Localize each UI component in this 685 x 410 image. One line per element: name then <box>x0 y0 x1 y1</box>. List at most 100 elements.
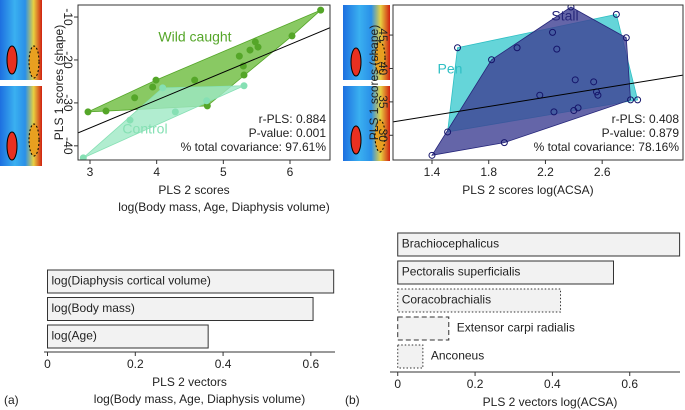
outline <box>28 123 40 157</box>
annotation: % total covariance: 78.16% <box>534 140 680 154</box>
point <box>149 83 157 91</box>
series-label: Control <box>122 121 167 137</box>
outline <box>6 45 18 75</box>
annotation: r-PLS: 0.408 <box>612 112 680 126</box>
x-tick-label: 0 <box>44 357 51 371</box>
point <box>102 107 110 115</box>
annotation: % total covariance: 97.61% <box>181 140 327 154</box>
x-tick-label: 1.8 <box>480 165 497 179</box>
point <box>627 96 635 104</box>
x-axis-label: PLS 2 scores log(ACSA) <box>462 183 593 197</box>
outline <box>350 125 362 155</box>
plot-area <box>393 5 683 159</box>
bar <box>397 316 450 341</box>
bar-label: Extensor carpi radialis <box>457 321 575 335</box>
point <box>444 128 452 136</box>
x-tick-label: 3 <box>87 165 94 179</box>
point <box>288 32 296 40</box>
x-tick-label: 1.4 <box>424 165 441 179</box>
outline <box>374 41 386 75</box>
point <box>570 107 578 115</box>
x-axis-label: PLS 2 vectors log(ACSA) <box>483 395 618 409</box>
panel-label: (a) <box>4 393 19 407</box>
bar <box>397 344 424 369</box>
point <box>251 38 259 46</box>
bar-label: Pectoralis superficialis <box>402 265 521 279</box>
point <box>126 116 134 124</box>
bar-label: log(Age) <box>52 329 97 343</box>
trend-line <box>393 74 683 123</box>
point <box>612 10 620 18</box>
point <box>152 76 160 84</box>
series-label: Pen <box>438 61 463 77</box>
x-tick-label: 0.2 <box>467 377 484 391</box>
x-tick-label: 6 <box>287 165 294 179</box>
point <box>634 96 642 104</box>
x-tick-label: 2.6 <box>594 165 611 179</box>
x-axis-label: log(Body mass, Age, Diaphysis volume) <box>118 200 329 214</box>
y-tick-label: -40 <box>61 137 75 155</box>
point <box>550 108 558 116</box>
point <box>553 45 561 53</box>
point <box>488 56 496 64</box>
bar-label: log(Diaphysis cortical volume) <box>52 274 211 288</box>
thumbnails <box>0 0 390 166</box>
x-tick-label: 5 <box>220 165 227 179</box>
point <box>571 76 579 84</box>
x-tick-label: 0.2 <box>127 357 144 371</box>
point <box>84 108 92 116</box>
x-tick-label: 2.2 <box>537 165 554 179</box>
outline <box>28 45 40 79</box>
bar <box>397 288 562 313</box>
point <box>240 82 248 90</box>
point <box>191 76 199 84</box>
bar <box>47 269 335 294</box>
x-tick-label: 0 <box>394 377 401 391</box>
y-tick-label: -30 <box>61 94 75 112</box>
bar-label: log(Body mass) <box>52 301 135 315</box>
bar-label: Brachiocephalicus <box>402 237 499 251</box>
point <box>317 6 325 14</box>
x-tick-label: 0.6 <box>621 377 638 391</box>
annotation: r-PLS: 0.884 <box>259 112 327 126</box>
point <box>594 91 602 99</box>
point <box>235 52 243 60</box>
point <box>513 44 521 52</box>
x-tick-label: 4 <box>153 165 160 179</box>
bar-label: Coracobrachialis <box>402 293 491 307</box>
bar <box>47 324 209 349</box>
y-tick-label: 35 <box>376 95 390 109</box>
point <box>428 151 436 159</box>
bar-label: Anconeus <box>431 349 484 363</box>
y-axis-label: PLS 1 scores (shape) <box>367 25 381 140</box>
point <box>79 154 87 160</box>
x-tick-label: 0.4 <box>544 377 561 391</box>
x-axis-label: log(Body mass, Age, Diaphysis volume) <box>94 392 305 406</box>
y-tick-label: 45 <box>376 28 390 42</box>
bar <box>397 260 614 285</box>
annotation: P-value: 0.001 <box>249 126 327 140</box>
y-tick-label: -10 <box>61 8 75 26</box>
plot-area <box>78 6 330 160</box>
point <box>171 108 179 116</box>
annotation: P-value: 0.879 <box>602 126 680 140</box>
point <box>203 97 211 105</box>
point <box>240 71 248 79</box>
trend-line <box>78 27 330 134</box>
bar <box>397 232 681 257</box>
series-label: Wild caught <box>158 29 231 45</box>
outline <box>350 47 362 77</box>
point <box>567 5 575 11</box>
hull <box>431 6 631 156</box>
point <box>590 78 598 86</box>
y-tick-label: 40 <box>376 62 390 76</box>
point <box>246 46 254 54</box>
frame <box>77 4 331 161</box>
point <box>131 94 139 102</box>
panel-label: (b) <box>345 393 360 407</box>
outline <box>6 131 18 161</box>
series-label: Stall <box>551 8 578 24</box>
frame <box>392 4 684 161</box>
outline <box>374 119 386 153</box>
